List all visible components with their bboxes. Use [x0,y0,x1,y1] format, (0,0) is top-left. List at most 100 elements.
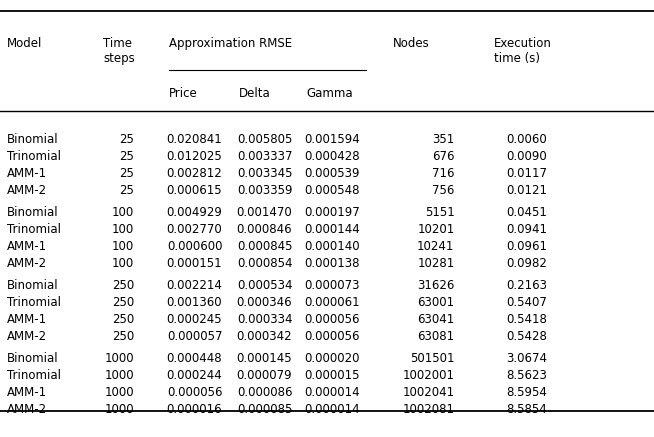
Text: 0.000014: 0.000014 [304,386,360,399]
Text: 0.020841: 0.020841 [167,133,222,146]
Text: 250: 250 [112,296,134,309]
Text: 250: 250 [112,330,134,343]
Text: AMM-1: AMM-1 [7,240,46,253]
Text: 0.000428: 0.000428 [304,150,360,163]
Text: 25: 25 [119,150,134,163]
Text: AMM-1: AMM-1 [7,313,46,326]
Text: 0.000548: 0.000548 [304,184,360,197]
Text: 0.000016: 0.000016 [167,403,222,416]
Text: 0.000600: 0.000600 [167,240,222,253]
Text: 0.0060: 0.0060 [507,133,547,146]
Text: 10241: 10241 [417,240,455,253]
Text: 0.0451: 0.0451 [507,206,547,219]
Text: 0.005805: 0.005805 [237,133,292,146]
Text: 0.0090: 0.0090 [507,150,547,163]
Text: 0.001470: 0.001470 [237,206,292,219]
Text: Model: Model [7,37,42,50]
Text: 1000: 1000 [105,403,134,416]
Text: 676: 676 [432,150,455,163]
Text: 0.000056: 0.000056 [304,313,360,326]
Text: 0.000056: 0.000056 [167,386,222,399]
Text: 0.002812: 0.002812 [167,167,222,180]
Text: Binomial: Binomial [7,133,58,146]
Text: 0.001360: 0.001360 [167,296,222,309]
Text: 0.003337: 0.003337 [237,150,292,163]
Text: 0.000151: 0.000151 [167,257,222,270]
Text: 0.000346: 0.000346 [237,296,292,309]
Text: 756: 756 [432,184,455,197]
Text: 0.0117: 0.0117 [506,167,547,180]
Text: 0.000846: 0.000846 [237,223,292,236]
Text: 25: 25 [119,167,134,180]
Text: 0.000073: 0.000073 [304,279,360,292]
Text: 1002041: 1002041 [402,386,455,399]
Text: AMM-1: AMM-1 [7,386,46,399]
Text: AMM-2: AMM-2 [7,330,46,343]
Text: 8.5854: 8.5854 [507,403,547,416]
Text: 0.000020: 0.000020 [304,352,360,365]
Text: 0.002770: 0.002770 [167,223,222,236]
Text: 0.000854: 0.000854 [237,257,292,270]
Text: 0.002214: 0.002214 [167,279,222,292]
Text: 0.5407: 0.5407 [507,296,547,309]
Text: AMM-1: AMM-1 [7,167,46,180]
Text: 100: 100 [112,206,134,219]
Text: 0.000615: 0.000615 [167,184,222,197]
Text: 501501: 501501 [410,352,455,365]
Text: 0.003345: 0.003345 [237,167,292,180]
Text: 0.0121: 0.0121 [506,184,547,197]
Text: 0.001594: 0.001594 [304,133,360,146]
Text: 0.000140: 0.000140 [304,240,360,253]
Text: 0.000845: 0.000845 [237,240,292,253]
Text: 0.000057: 0.000057 [167,330,222,343]
Text: 25: 25 [119,184,134,197]
Text: Time
steps: Time steps [103,37,135,65]
Text: 1000: 1000 [105,386,134,399]
Text: 0.000014: 0.000014 [304,403,360,416]
Text: 0.5418: 0.5418 [507,313,547,326]
Text: Gamma: Gamma [306,87,353,101]
Text: 0.004929: 0.004929 [167,206,222,219]
Text: 0.0961: 0.0961 [506,240,547,253]
Text: 8.5954: 8.5954 [507,386,547,399]
Text: Trinomial: Trinomial [7,369,61,382]
Text: 351: 351 [432,133,455,146]
Text: 0.000086: 0.000086 [237,386,292,399]
Text: 31626: 31626 [417,279,455,292]
Text: Delta: Delta [239,87,271,101]
Text: 1002081: 1002081 [402,403,455,416]
Text: 0.000144: 0.000144 [304,223,360,236]
Text: 0.000145: 0.000145 [237,352,292,365]
Text: 8.5623: 8.5623 [507,369,547,382]
Text: 63041: 63041 [417,313,455,326]
Text: 0.000015: 0.000015 [304,369,360,382]
Text: Trinomial: Trinomial [7,223,61,236]
Text: 100: 100 [112,240,134,253]
Text: 0.2163: 0.2163 [506,279,547,292]
Text: 1000: 1000 [105,352,134,365]
Text: 0.000539: 0.000539 [304,167,360,180]
Text: 0.003359: 0.003359 [237,184,292,197]
Text: Binomial: Binomial [7,352,58,365]
Text: 1002001: 1002001 [402,369,455,382]
Text: AMM-2: AMM-2 [7,257,46,270]
Text: 0.000061: 0.000061 [304,296,360,309]
Text: Price: Price [169,87,198,101]
Text: Trinomial: Trinomial [7,296,61,309]
Text: Nodes: Nodes [392,37,429,50]
Text: 0.000079: 0.000079 [237,369,292,382]
Text: 0.000085: 0.000085 [237,403,292,416]
Text: Binomial: Binomial [7,206,58,219]
Text: 0.000138: 0.000138 [304,257,360,270]
Text: 25: 25 [119,133,134,146]
Text: 250: 250 [112,313,134,326]
Text: Execution
time (s): Execution time (s) [494,37,551,65]
Text: 63081: 63081 [417,330,455,343]
Text: 3.0674: 3.0674 [506,352,547,365]
Text: 0.000334: 0.000334 [237,313,292,326]
Text: 10281: 10281 [417,257,455,270]
Text: 250: 250 [112,279,134,292]
Text: Binomial: Binomial [7,279,58,292]
Text: 0.000448: 0.000448 [167,352,222,365]
Text: 100: 100 [112,257,134,270]
